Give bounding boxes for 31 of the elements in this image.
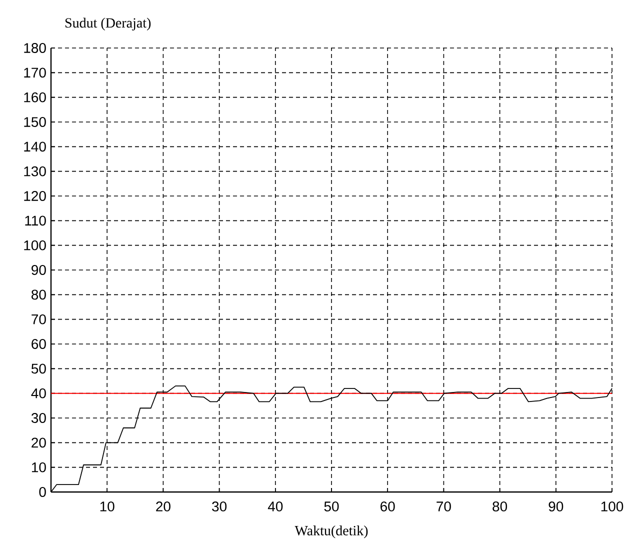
y-tick-label: 140 — [24, 142, 46, 152]
x-tick-label: 60 — [380, 502, 395, 512]
x-tick-label: 50 — [324, 502, 339, 512]
x-axis-title: Waktu(detik) — [294, 526, 368, 538]
y-tick-label: 90 — [32, 265, 46, 275]
y-tick-label: 80 — [32, 290, 46, 300]
y-tick-label: 150 — [24, 117, 46, 127]
x-tick-label: 80 — [492, 502, 508, 512]
x-tick-label: 70 — [436, 502, 451, 512]
y-tick-label: 110 — [25, 216, 46, 226]
y-tick-label: 30 — [31, 413, 46, 423]
x-tick-label: 30 — [212, 502, 227, 512]
y-tick-label: 120 — [24, 191, 46, 201]
x-tick-label: 90 — [548, 502, 564, 512]
y-tick-label: 70 — [32, 314, 46, 324]
y-tick-label: 10 — [32, 462, 46, 472]
y-tick-label: 0 — [39, 487, 46, 497]
y-tick-label: 50 — [31, 364, 46, 374]
y-tick-label: 20 — [32, 438, 46, 448]
y-tick-label: 180 — [24, 43, 46, 53]
y-tick-label: 160 — [24, 92, 46, 102]
y-tick-label: 170 — [24, 68, 46, 78]
y-tick-label: 60 — [32, 339, 46, 349]
x-tick-label: 20 — [156, 502, 170, 512]
y-tick-label: 100 — [24, 240, 46, 250]
y-tick-label: 130 — [24, 166, 46, 176]
x-tick-label: 100 — [601, 502, 624, 512]
x-tick-label: 40 — [268, 502, 283, 512]
x-tick-label: 10 — [100, 502, 114, 512]
y-tick-label: 40 — [31, 388, 46, 398]
y-axis-title: Sudut (Derajat) — [65, 18, 151, 30]
